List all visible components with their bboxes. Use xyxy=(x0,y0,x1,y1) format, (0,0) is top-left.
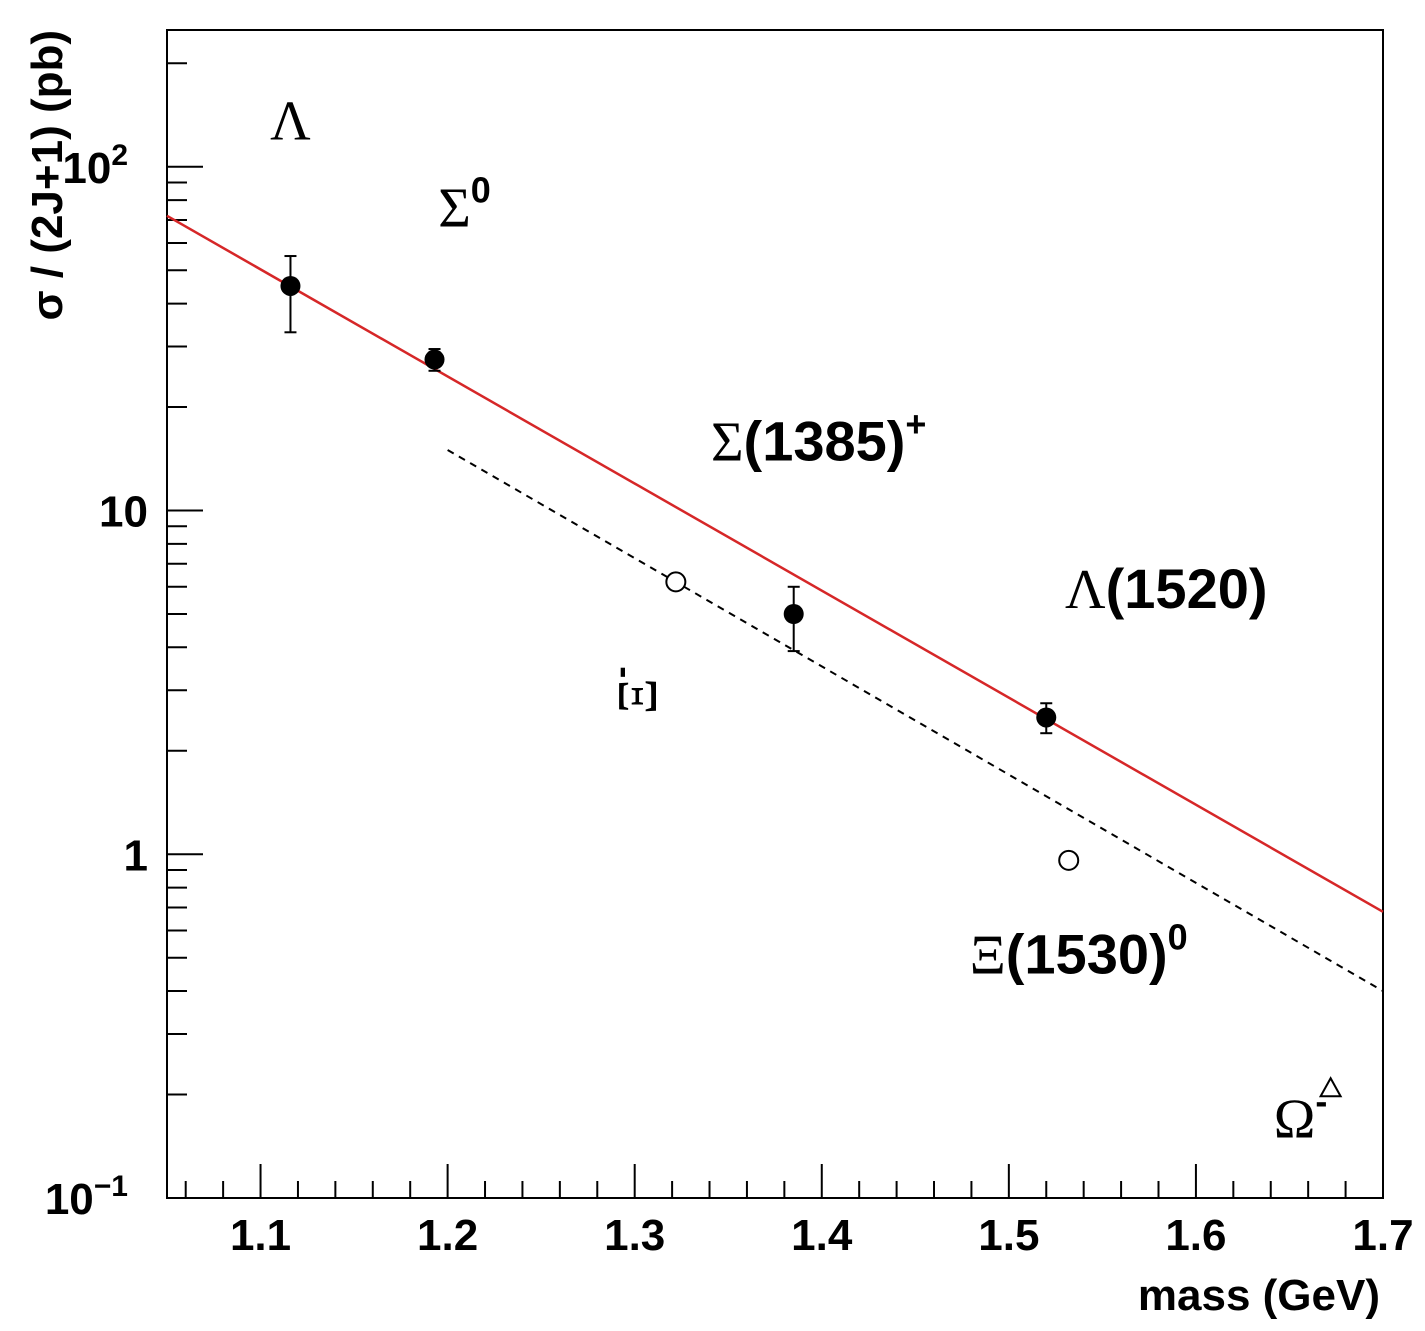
open-data-point xyxy=(1058,849,1080,871)
x-tick-label: 1.3 xyxy=(604,1211,665,1260)
fit-lines xyxy=(166,214,1384,992)
particle-label: Λ xyxy=(270,91,311,153)
dashed-fit-line xyxy=(447,449,1384,992)
x-tick-label: 1.6 xyxy=(1165,1211,1226,1260)
particle-labels: Λ Σ0 Σ(1385)+ Λ(1520) Ξ- Ξ(1530)0 Ω- xyxy=(270,91,1327,1151)
y-tick-label: 10−1 xyxy=(45,1170,128,1224)
x-tick-label: 1.2 xyxy=(417,1211,478,1260)
x-tick-label: 1.7 xyxy=(1352,1211,1413,1260)
particle-label: Ξ(1530)0 xyxy=(970,916,1188,986)
filled-data-point xyxy=(424,349,445,370)
particle-label: Σ0 xyxy=(438,170,491,240)
y-axis-title: σ / (2J+1) (pb) xyxy=(23,30,72,320)
y-tick-label: 10 xyxy=(99,488,148,537)
particle-label: Ω- xyxy=(1274,1080,1328,1150)
x-tick-label: 1.4 xyxy=(791,1211,853,1260)
y-tick-label: 102 xyxy=(62,139,128,193)
data-points xyxy=(280,255,1343,1098)
filled-data-point xyxy=(783,604,804,624)
axis-tick-labels: 1.1 1.2 1.3 1.4 1.5 1.6 1.7 10−1 1 10 102 xyxy=(45,139,1414,1260)
particle-label: Ξ- xyxy=(599,666,669,714)
y-tick-label: 1 xyxy=(124,831,148,880)
particle-label: Σ(1385)+ xyxy=(711,403,927,473)
x-tick-label: 1.5 xyxy=(978,1211,1039,1260)
filled-data-point xyxy=(1036,707,1057,728)
solid-fit-line xyxy=(166,214,1384,913)
axis-ticks xyxy=(167,62,1384,1199)
x-axis-title: mass (GeV) xyxy=(1138,1271,1380,1320)
triangle-data-point xyxy=(1318,1076,1343,1098)
filled-data-point xyxy=(280,275,301,296)
x-tick-label: 1.1 xyxy=(230,1211,291,1260)
open-data-point xyxy=(665,571,687,593)
particle-label: Λ(1520) xyxy=(1065,557,1267,621)
